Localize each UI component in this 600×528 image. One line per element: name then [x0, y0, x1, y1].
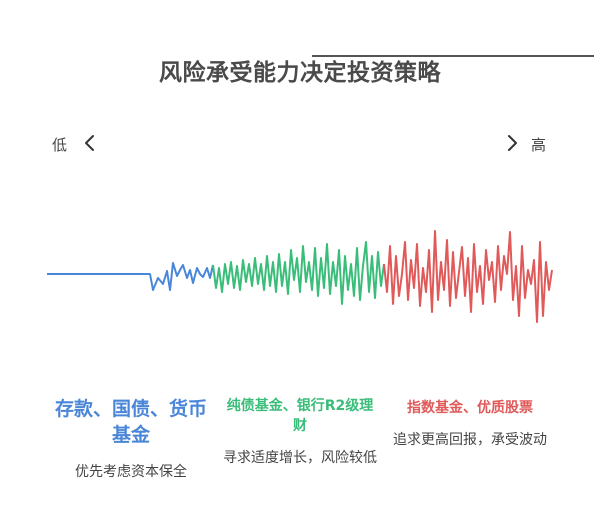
- chevron-right-icon[interactable]: [503, 131, 521, 155]
- high-risk-products: 指数基金、优质股票: [407, 400, 533, 416]
- page-title: 风险承受能力决定投资策略: [159, 60, 441, 86]
- chevron-left-icon[interactable]: [81, 131, 99, 155]
- wave-low-risk: [47, 262, 214, 291]
- top-divider-line: [312, 55, 594, 57]
- wave-high-risk: [383, 230, 553, 323]
- low-risk-label: 低: [52, 136, 68, 154]
- low-risk-products: 存款、国债、货币基金: [54, 398, 207, 446]
- high-risk-description: 追求更高回报，承受波动: [393, 432, 547, 448]
- mid-risk-products: 纯债基金、银行R2级理财: [226, 398, 374, 434]
- high-risk-label: 高: [531, 136, 547, 154]
- low-risk-description: 优先考虑资本保全: [75, 464, 187, 480]
- wave-mid-risk: [212, 241, 385, 305]
- mid-risk-column: 纯债基金、银行R2级理财 寻求适度增长，风险较低: [222, 396, 378, 468]
- low-risk-column: 存款、国债、货币基金 优先考虑资本保全: [52, 396, 210, 482]
- high-risk-column: 指数基金、优质股票 追求更高回报，承受波动: [390, 398, 550, 450]
- mid-risk-description: 寻求适度增长，风险较低: [223, 450, 377, 466]
